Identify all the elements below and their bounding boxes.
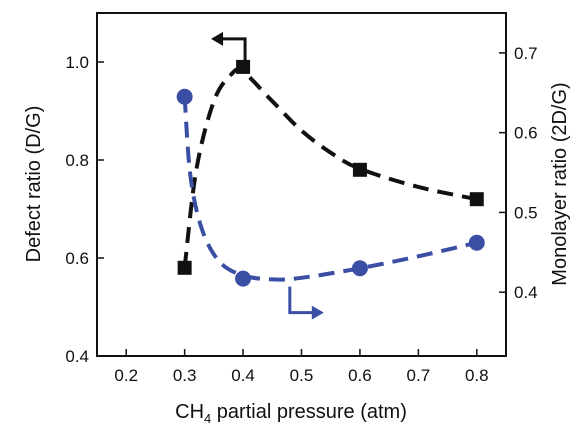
left-y-axis-title: Defect ratio (D/G): [23, 106, 45, 263]
plot-frame: [96, 12, 507, 357]
arrow-right-indicator: [288, 286, 314, 315]
arrow-right-head: [311, 305, 324, 320]
x-axis-title: CH4 partial pressure (atm): [175, 401, 407, 426]
left-y-axis: 0.4 0.6 0.8 1.0: [65, 53, 104, 366]
data-markers: [176, 59, 485, 287]
axis-indicator-arrows: [211, 31, 324, 320]
x-tick-label: 0.3: [173, 366, 197, 385]
right-y-axis-title: Monolayer ratio (2D/G): [549, 82, 571, 285]
circle-marker: [176, 88, 193, 105]
square-marker: [236, 59, 251, 74]
left-y-tick-label: 0.4: [65, 347, 89, 366]
square-marker: [177, 260, 192, 275]
right-y-tick-label: 0.5: [514, 203, 538, 222]
square-marker: [469, 192, 484, 207]
arrow-left-indicator: [221, 37, 247, 62]
right-y-tick-label: 0.4: [514, 283, 538, 302]
circle-marker: [351, 260, 368, 277]
right-y-axis: 0.4 0.5 0.6 0.7: [499, 44, 538, 302]
x-tick-label: 0.8: [465, 366, 489, 385]
fit-curves: [182, 67, 478, 282]
left-y-tick-label: 0.8: [65, 151, 89, 170]
x-tick-label: 0.4: [231, 366, 255, 385]
left-y-tick-label: 0.6: [65, 249, 89, 268]
x-axis: 0.2 0.3 0.4 0.5 0.6 0.7 0.8: [114, 349, 489, 385]
circle-marker: [235, 270, 252, 287]
circle-marker: [468, 234, 485, 251]
fit-curve-series-2: [182, 96, 478, 282]
left-y-tick-label: 1.0: [65, 53, 89, 72]
arrow-left-head: [211, 31, 224, 46]
right-y-tick-label: 0.6: [514, 124, 538, 143]
fit-curve-series-1: [182, 67, 478, 269]
right-y-tick-label: 0.7: [514, 44, 538, 63]
x-tick-label: 0.2: [114, 366, 138, 385]
x-tick-label: 0.5: [290, 366, 314, 385]
x-tick-label: 0.7: [407, 366, 431, 385]
x-tick-label: 0.6: [348, 366, 372, 385]
square-marker: [352, 162, 367, 177]
